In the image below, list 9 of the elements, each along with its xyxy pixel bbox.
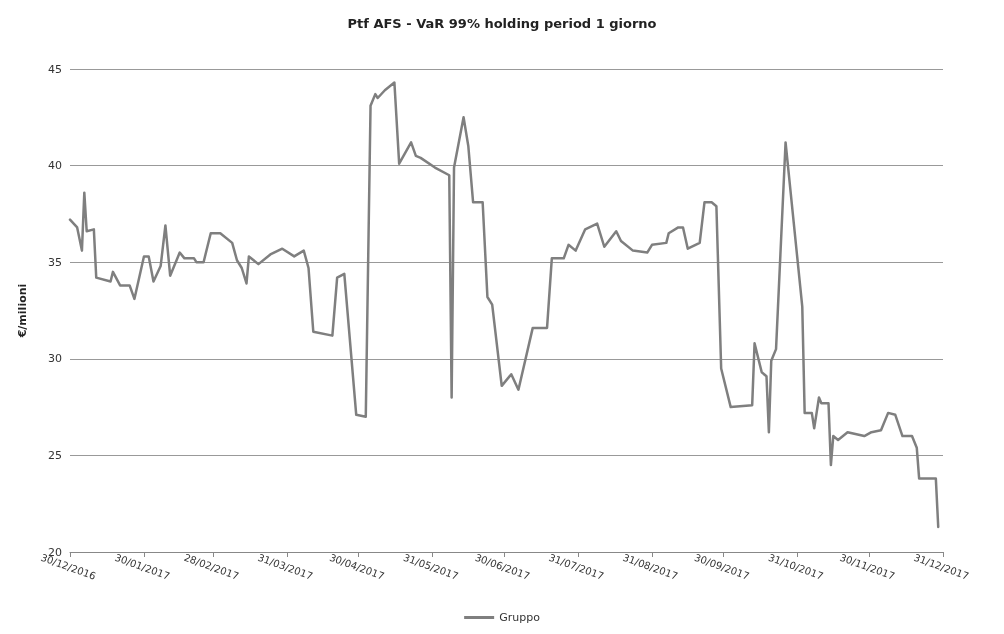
y-tick-label: 25 (48, 448, 62, 462)
y-axis-title: €/milioni (16, 283, 29, 339)
y-tick-label: 40 (48, 159, 62, 173)
y-tick-label: 35 (48, 255, 62, 269)
y-tick-label: 45 (48, 62, 62, 76)
y-tick-label: 30 (48, 352, 62, 366)
line-series (68, 81, 940, 529)
legend-label: Gruppo (499, 611, 541, 624)
chart-title: Ptf AFS - VaR 99% holding period 1 giorno (347, 16, 657, 31)
